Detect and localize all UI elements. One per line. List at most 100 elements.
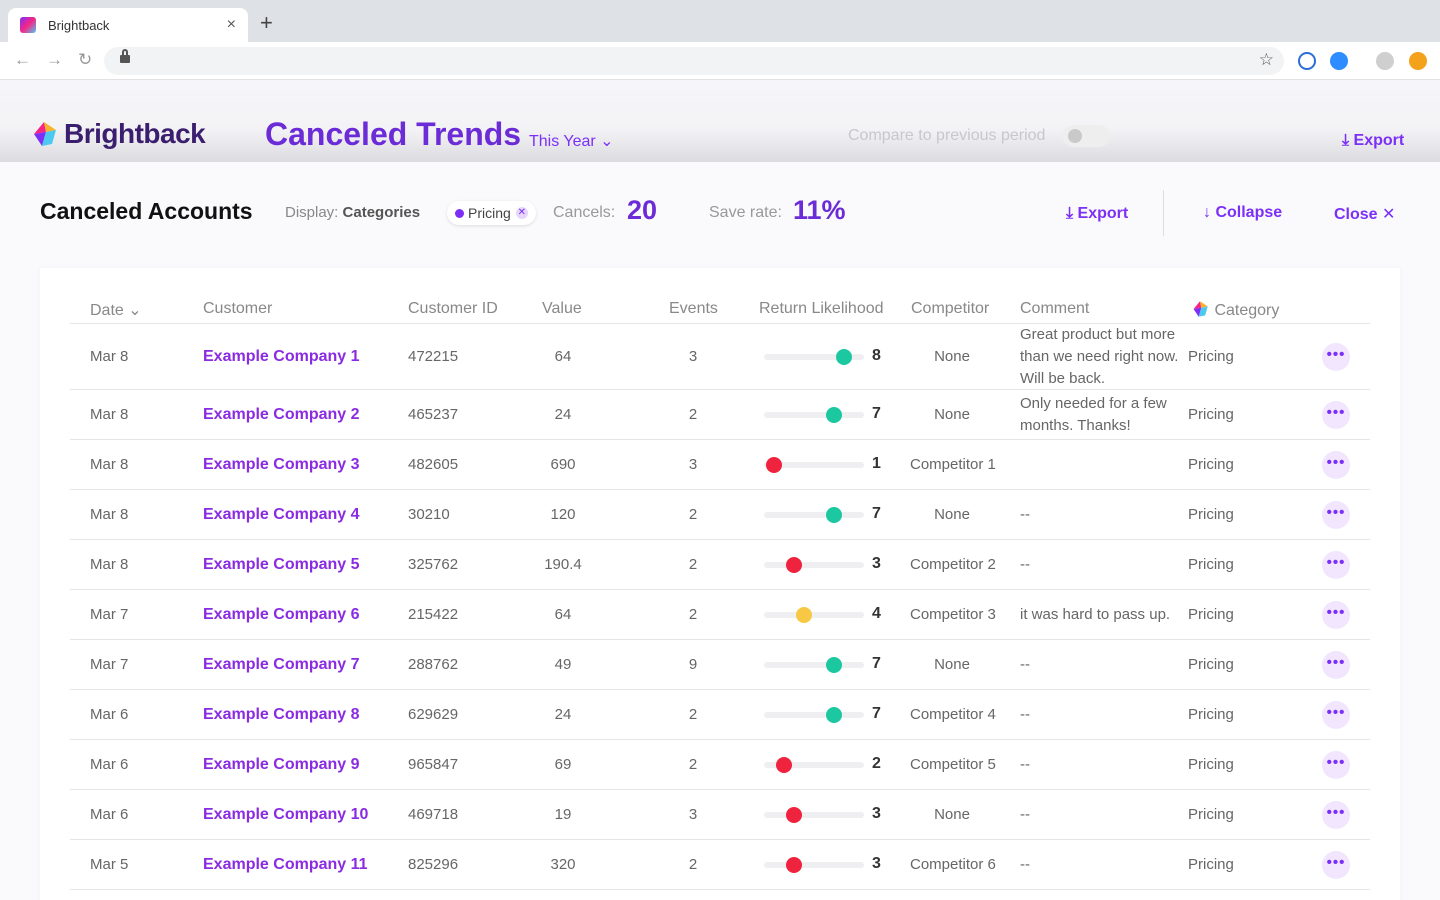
table-row[interactable]: Mar 7 Example Company 7 288762 49 9 None Prici… (70, 640, 1370, 690)
category-cell: Pricing (1188, 756, 1234, 773)
competitor-cell: None (934, 506, 970, 523)
chevron-down-icon: ⌄ (600, 133, 614, 150)
lock-icon (120, 49, 130, 63)
new-tab-icon[interactable]: + (260, 10, 273, 35)
collapse-label: Collapse (1215, 204, 1283, 221)
customer-link[interactable]: Example Company 8 (203, 706, 360, 723)
customer-link[interactable]: Example Company 2 (203, 406, 360, 423)
close-icon: ✕ (1382, 206, 1396, 223)
filter-chip-pricing[interactable]: Pricing ✕ (447, 201, 536, 225)
return-likelihood-bar (764, 657, 864, 673)
return-likelihood-score: 8 (872, 347, 881, 364)
address-bar[interactable]: ☆ (104, 47, 1284, 75)
brightback-logo-icon (34, 122, 56, 146)
customer-link[interactable]: Example Company 10 (203, 806, 369, 823)
more-actions-button[interactable]: ••• (1322, 801, 1350, 829)
customer-link[interactable]: Example Company 7 (203, 656, 360, 673)
browser-tab[interactable]: Brightback × (8, 8, 248, 42)
forward-icon[interactable]: → (46, 50, 63, 69)
close-label: Close (1334, 206, 1378, 223)
events-cell: 3 (688, 456, 698, 473)
category-cell: Pricing (1188, 856, 1234, 873)
category-cell: Pricing (1188, 556, 1234, 573)
return-likelihood-score: 7 (872, 505, 881, 522)
customer-link[interactable]: Example Company 6 (203, 606, 360, 623)
header-export-button[interactable]: ⤓ Export (1342, 132, 1404, 150)
collapse-button[interactable]: ↓ Collapse (1203, 204, 1282, 222)
customer-link[interactable]: Example Company 11 (203, 856, 368, 873)
category-cell: Pricing (1188, 456, 1234, 473)
panel-export-label: Export (1077, 205, 1129, 222)
bookmark-star-icon[interactable]: ☆ (1258, 50, 1274, 69)
return-likelihood-score: 2 (872, 755, 881, 772)
return-likelihood-bar (764, 807, 864, 823)
more-actions-button[interactable]: ••• (1322, 343, 1350, 371)
table-row[interactable]: Mar 6 Example Company 8 629629 24 2 Competito… (70, 690, 1370, 740)
competitor-cell: None (934, 406, 970, 423)
table-row[interactable]: Mar 8 Example Company 1 472215 64 3 None Prici… (70, 324, 1370, 390)
table-row[interactable]: Mar 6 Example Company 10 469718 19 3 None Pric… (70, 790, 1370, 840)
column-return-likelihood: Return Likelihood (759, 300, 884, 317)
reload-icon[interactable]: ↻ (78, 50, 93, 69)
column-date[interactable]: Date ⌄ (90, 300, 142, 320)
chip-dot (455, 208, 464, 218)
events-cell: 2 (688, 506, 698, 523)
category-cell: Pricing (1188, 406, 1234, 423)
table-row[interactable]: Mar 6 Example Company 9 965847 69 2 Competito… (70, 740, 1370, 790)
back-icon[interactable]: ← (14, 50, 31, 69)
period-dropdown[interactable]: This Year ⌄ (529, 131, 614, 151)
table-row[interactable]: Mar 8 Example Company 2 465237 24 2 None Prici… (70, 390, 1370, 440)
customer-link[interactable]: Example Company 3 (203, 456, 360, 473)
comment-cell: Great product but more than we need righ… (1020, 326, 1179, 387)
more-actions-button[interactable]: ••• (1322, 401, 1350, 429)
more-actions-button[interactable]: ••• (1322, 751, 1350, 779)
more-actions-button[interactable]: ••• (1322, 551, 1350, 579)
compare-toggle[interactable] (1062, 125, 1110, 147)
password-manager-icon[interactable] (1298, 52, 1316, 70)
arrow-down-icon: ↓ (1203, 204, 1211, 221)
header-export-label: Export (1353, 132, 1405, 149)
category-cell: Pricing (1188, 806, 1234, 823)
table-row[interactable]: Mar 8 Example Company 3 482605 690 3 Competit… (70, 440, 1370, 490)
download-icon: ⤓ (1342, 132, 1350, 149)
table-row[interactable]: Mar 7 Example Company 6 215422 64 2 Competito… (70, 590, 1370, 640)
customer-link[interactable]: Example Company 4 (203, 506, 360, 523)
return-likelihood-score: 7 (872, 705, 881, 722)
ellipsis-icon: ••• (1326, 346, 1346, 363)
value-cell: 24 (554, 706, 572, 723)
display-value[interactable]: Categories (342, 204, 421, 221)
panel-export-button[interactable]: ⤓ Export (1066, 205, 1128, 223)
more-actions-button[interactable]: ••• (1322, 501, 1350, 529)
extension-icon[interactable] (1409, 52, 1427, 70)
ellipsis-icon: ••• (1326, 754, 1346, 771)
events-cell: 2 (688, 606, 698, 623)
display-label: Display: (285, 204, 339, 221)
table-row[interactable]: Mar 8 Example Company 4 30210 120 2 None Prici… (70, 490, 1370, 540)
more-actions-button[interactable]: ••• (1322, 651, 1350, 679)
zoom-extension-icon[interactable] (1330, 52, 1348, 70)
more-actions-button[interactable]: ••• (1322, 701, 1350, 729)
table-row[interactable]: Mar 8 Example Company 5 325762 190.4 2 Compet… (70, 540, 1370, 590)
close-tab-icon[interactable]: × (226, 16, 236, 33)
customer-id-cell: 325762 (408, 556, 459, 573)
table-header: Date ⌄ Customer Customer ID Value Events… (70, 268, 1370, 324)
return-likelihood-score: 7 (872, 405, 881, 422)
customer-link[interactable]: Example Company 9 (203, 756, 360, 773)
column-date-label: Date (90, 302, 124, 319)
panel-title: Canceled Accounts (40, 198, 253, 224)
customer-link[interactable]: Example Company 1 (203, 348, 360, 365)
category-cell: Pricing (1188, 506, 1234, 523)
return-likelihood-score: 3 (872, 555, 881, 572)
more-actions-button[interactable]: ••• (1322, 851, 1350, 879)
column-value: Value (542, 300, 582, 317)
customer-link[interactable]: Example Company 5 (203, 556, 360, 573)
competitor-cell: Competitor 5 (910, 756, 996, 773)
remove-filter-icon[interactable]: ✕ (515, 207, 528, 219)
table-row[interactable]: Mar 5 Example Company 11 825296 320 2 Competi… (70, 840, 1370, 890)
more-actions-button[interactable]: ••• (1322, 601, 1350, 629)
more-actions-button[interactable]: ••• (1322, 451, 1350, 479)
close-button[interactable]: Close ✕ (1334, 204, 1395, 224)
category-cell: Pricing (1188, 348, 1234, 365)
logo-wordmark: Brightback (64, 118, 206, 149)
profile-avatar-icon[interactable] (1376, 52, 1394, 70)
